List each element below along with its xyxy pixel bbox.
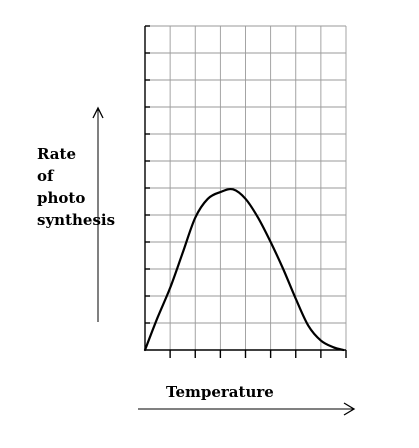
data-line bbox=[143, 187, 345, 352]
y-axis-label-line: photo bbox=[37, 189, 86, 207]
data-points bbox=[144, 188, 345, 351]
data-point bbox=[219, 191, 221, 193]
data-point bbox=[144, 349, 146, 351]
data-point bbox=[244, 198, 247, 200]
grid bbox=[145, 25, 347, 350]
data-point bbox=[282, 268, 284, 270]
data-point bbox=[307, 325, 309, 327]
data-point bbox=[295, 298, 297, 300]
data-point bbox=[232, 188, 234, 190]
y-axis-label-line: Rate bbox=[37, 145, 77, 163]
y-axis-label-line: of bbox=[37, 167, 54, 185]
ticks bbox=[145, 25, 347, 358]
y-axis-label: Rate of photo synthesis bbox=[37, 143, 115, 231]
data-point bbox=[342, 349, 345, 351]
data-point bbox=[194, 217, 196, 219]
data-point bbox=[156, 317, 159, 319]
x-axis-label: Temperature bbox=[166, 383, 274, 401]
data-point bbox=[257, 217, 259, 219]
data-point bbox=[169, 287, 171, 289]
data-point bbox=[320, 339, 322, 342]
y-arrow-head bbox=[92, 106, 104, 119]
data-point bbox=[270, 241, 272, 243]
data-point bbox=[332, 346, 335, 348]
data-point bbox=[182, 252, 184, 254]
y-axis-label-line: synthesis bbox=[37, 211, 116, 229]
x-arrow-head bbox=[343, 402, 356, 416]
data-point bbox=[207, 198, 209, 200]
